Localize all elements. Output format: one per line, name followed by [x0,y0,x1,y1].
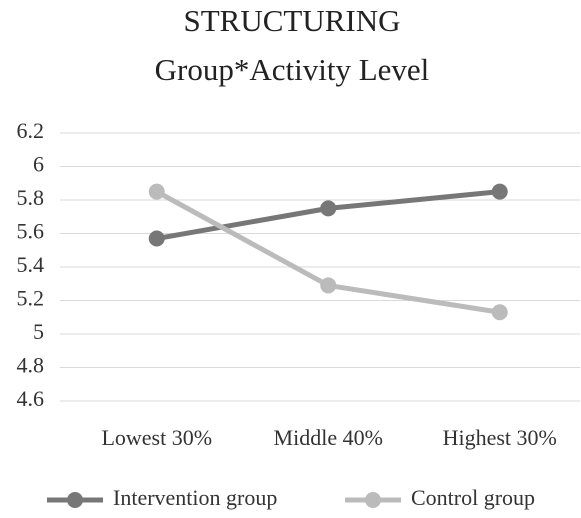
y-tick-label: 5.6 [17,219,45,244]
x-tick-label: Highest 30% [443,425,557,450]
y-tick-label: 4.8 [17,353,45,378]
legend-label: Control group [411,485,535,510]
y-tick-label: 5.4 [17,252,45,277]
legend-label: Intervention group [113,485,277,510]
y-tick-label: 6 [33,152,44,177]
data-point [320,200,337,217]
x-tick-label: Lowest 30% [101,425,212,450]
chart-subtitle: Group*Activity Level [155,52,430,87]
y-tick-label: 5.2 [17,286,45,311]
x-tick-label: Middle 40% [274,425,383,450]
data-point [491,183,508,200]
y-tick-label: 6.2 [17,118,45,143]
data-point [148,183,165,200]
data-point [320,277,337,294]
data-point [148,230,165,247]
y-tick-label: 5 [33,319,44,344]
legend-marker [67,492,83,508]
data-point [491,304,508,321]
chart-title: STRUCTURING [183,3,400,38]
y-tick-label: 4.6 [17,386,45,411]
y-tick-label: 5.8 [17,185,45,210]
legend-marker [365,492,381,508]
